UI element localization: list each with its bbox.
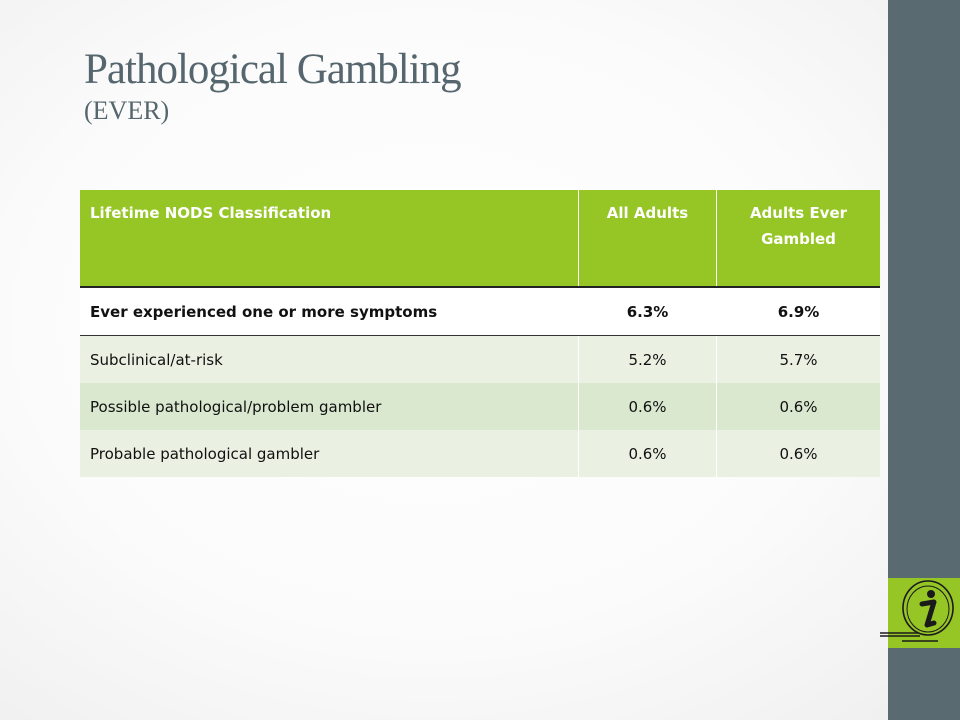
- row-label: Probable pathological gambler: [80, 430, 579, 477]
- header-classification: Lifetime NODS Classification: [80, 190, 579, 287]
- title-block: Pathological Gambling (EVER): [84, 46, 462, 128]
- table-row: Probable pathological gambler 0.6% 0.6%: [80, 430, 880, 477]
- row-ever-gambled: 0.6%: [716, 430, 880, 477]
- row-label: Possible pathological/problem gambler: [80, 383, 579, 430]
- row-all-adults: 5.2%: [578, 335, 717, 383]
- row-label: Ever experienced one or more symptoms: [80, 286, 579, 336]
- header-all-adults: All Adults: [578, 190, 717, 287]
- row-ever-gambled: 5.7%: [716, 335, 880, 383]
- info-button[interactable]: [880, 578, 960, 648]
- info-icon: [880, 580, 954, 642]
- slide-subtitle: (EVER): [84, 96, 170, 125]
- table-row: Subclinical/at-risk 5.2% 5.7%: [80, 335, 880, 383]
- table-row: Possible pathological/problem gambler 0.…: [80, 383, 880, 430]
- row-ever-gambled: 0.6%: [716, 383, 880, 430]
- row-all-adults: 6.3%: [578, 286, 717, 336]
- row-label: Subclinical/at-risk: [80, 335, 579, 383]
- header-adults-ever-gambled: Adults Ever Gambled: [716, 190, 880, 287]
- row-ever-gambled: 6.9%: [716, 286, 880, 336]
- nods-classification-table: Lifetime NODS Classification All Adults …: [80, 190, 880, 477]
- row-all-adults: 0.6%: [578, 383, 717, 430]
- table-row: Ever experienced one or more symptoms 6.…: [80, 286, 880, 336]
- table-header-row: Lifetime NODS Classification All Adults …: [80, 190, 880, 287]
- row-all-adults: 0.6%: [578, 430, 717, 477]
- slide-title: Pathological Gambling: [84, 46, 462, 93]
